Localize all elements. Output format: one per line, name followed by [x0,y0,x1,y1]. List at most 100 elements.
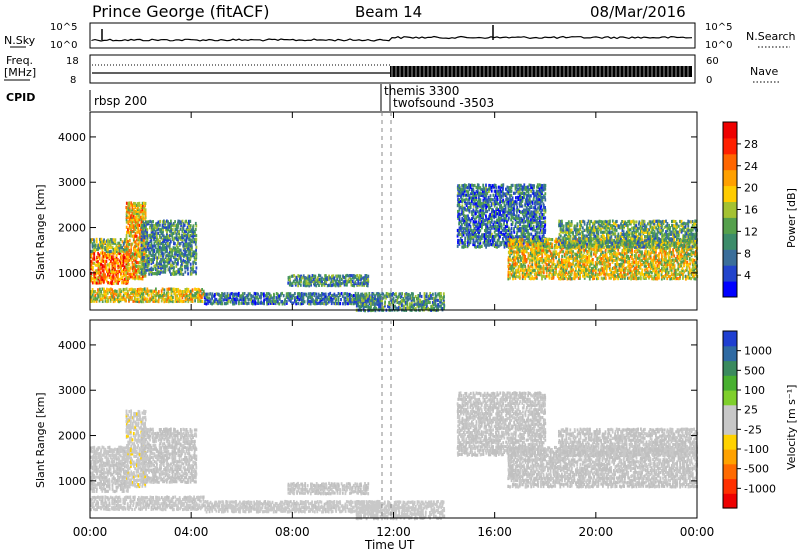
range-gate-cell [107,253,110,258]
range-gate-cell [193,230,196,234]
range-gate-cell [442,298,445,302]
range-gate-cell [403,304,406,308]
range-gate-cell [137,226,139,230]
range-gate-cell [462,206,465,210]
range-gate-cell [134,277,136,281]
range-gate-cell [318,280,321,284]
range-gate-cell [475,235,477,239]
range-gate-cell [491,237,493,241]
range-gate-cell [175,269,178,274]
range-gate-cell [456,234,459,238]
range-gate-cell [477,235,480,239]
range-gate-cell [412,292,414,296]
range-gate-cell [497,185,500,189]
range-gate-cell [188,230,190,234]
range-gate-cell [97,243,100,247]
range-gate-cell [528,258,531,262]
range-gate-cell [513,204,516,208]
range-gate-cell [153,244,156,248]
range-gate-cell [135,209,138,213]
range-gate-cell [497,202,500,206]
range-gate-cell [310,299,313,304]
range-gate-cell [124,238,126,242]
range-gate-cell [540,204,542,208]
range-gate-cell [150,292,153,296]
range-gate-cell [528,200,531,204]
range-gate-cell [190,299,193,303]
range-gate-cell [187,236,189,240]
range-gate-cell [145,299,148,303]
range-gate-cell [534,234,537,238]
range-gate-cell [118,243,121,248]
range-gate-cell [250,298,253,302]
range-gate-cell [522,214,525,218]
range-gate-cell [143,212,145,216]
range-gate-cell [508,252,511,256]
range-gate-cell [108,288,111,292]
range-gate-cell [499,196,501,200]
range-gate-cell [294,300,296,304]
range-gate-cell [164,235,167,239]
range-gate-cell [472,196,474,200]
range-gate-cell [495,208,498,212]
range-gate-cell [155,250,158,254]
range-gate-cell [177,268,180,272]
range-gate-cell [289,294,292,298]
range-gate-cell [174,242,176,246]
range-gate-cell [496,212,499,216]
range-gate-cell [204,300,206,304]
range-gate-cell [125,236,128,240]
range-gate-cell [535,243,538,247]
range-gate-cell [510,248,512,252]
range-gate-cell [189,244,192,248]
range-gate-cell [223,295,226,299]
range-gate-cell [98,253,101,257]
range-gate-cell [492,193,495,197]
range-gate-cell [110,259,112,263]
range-gate-cell [482,194,485,198]
range-gate-cell [331,300,334,304]
range-gate-cell [108,270,111,274]
range-gate-cell [361,292,364,296]
range-gate-cell [133,266,136,270]
range-gate-cell [180,258,182,262]
range-gate-cell [142,204,144,208]
range-gate-cell [465,224,468,228]
range-gate-cell [165,236,168,240]
range-gate-cell [516,248,519,252]
range-gate-cell [537,206,539,210]
range-gate-cell [139,260,141,264]
range-gate-cell [346,294,348,298]
range-gate-cell [181,251,183,255]
range-gate-cell [523,185,525,189]
range-gate-cell [133,209,135,214]
range-gate-cell [120,257,123,261]
range-gate-cell [91,293,94,297]
range-gate-cell [142,248,145,252]
range-gate-cell [125,205,128,210]
range-gate-cell [187,299,190,304]
range-gate-cell [165,258,168,262]
range-gate-cell [479,214,482,218]
range-gate-cell [516,254,519,258]
range-gate-cell [470,196,473,200]
range-gate-cell [527,218,530,222]
range-gate-cell [493,211,496,216]
range-gate-cell [151,246,154,250]
range-gate-cell [479,193,482,198]
range-gate-cell [471,217,473,221]
range-gate-cell [482,216,484,220]
range-gate-cell [367,309,369,313]
range-gate-cell [513,246,515,250]
range-gate-cell [523,224,525,228]
range-gate-cell [313,274,315,278]
range-gate-cell [434,302,437,306]
range-gate-cell [461,231,464,235]
range-gate-cell [308,295,310,299]
range-gate-cell [162,252,165,256]
range-gate-cell [177,219,180,223]
range-gate-cell [534,208,537,212]
range-gate-cell [517,224,520,228]
range-gate-cell [490,225,493,229]
cpid-segment-2: themis 3300 [384,84,459,98]
